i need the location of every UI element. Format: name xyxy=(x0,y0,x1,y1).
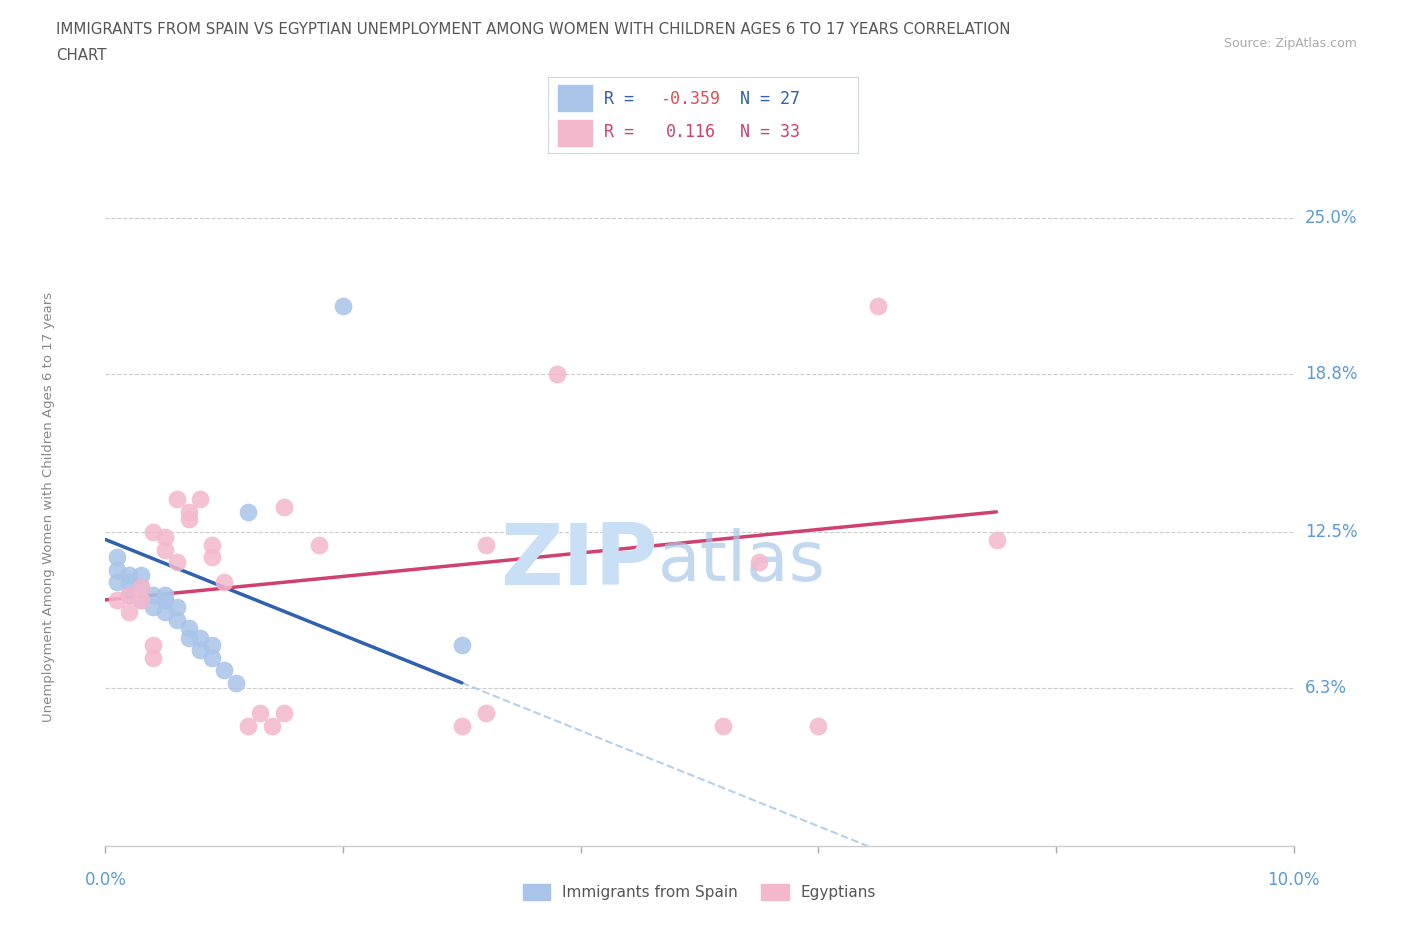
Point xyxy=(142,600,165,615)
Point xyxy=(166,600,188,615)
Point xyxy=(866,299,889,313)
Text: Source: ZipAtlas.com: Source: ZipAtlas.com xyxy=(1223,37,1357,50)
Point xyxy=(332,299,354,313)
Text: 6.3%: 6.3% xyxy=(1305,679,1347,697)
Legend: Immigrants from Spain, Egyptians: Immigrants from Spain, Egyptians xyxy=(516,878,883,907)
Bar xyxy=(558,120,592,146)
Point xyxy=(105,592,128,607)
Point xyxy=(260,718,283,733)
Text: CHART: CHART xyxy=(56,48,107,63)
Point xyxy=(129,567,152,582)
Text: 12.5%: 12.5% xyxy=(1305,523,1357,541)
Text: ZIP: ZIP xyxy=(501,520,658,603)
Text: R =: R = xyxy=(605,89,644,108)
Text: 0.0%: 0.0% xyxy=(84,871,127,889)
Point xyxy=(153,588,176,603)
Point xyxy=(118,567,141,582)
Point xyxy=(807,718,830,733)
Point xyxy=(308,538,330,552)
Point xyxy=(105,550,128,565)
Text: 25.0%: 25.0% xyxy=(1305,208,1357,227)
Point xyxy=(236,718,259,733)
Point xyxy=(142,588,165,603)
Text: -0.359: -0.359 xyxy=(659,89,720,108)
Text: atlas: atlas xyxy=(658,527,825,594)
Point xyxy=(129,592,152,607)
Text: Unemployment Among Women with Children Ages 6 to 17 years: Unemployment Among Women with Children A… xyxy=(42,292,55,722)
Point xyxy=(450,638,472,653)
Point xyxy=(177,631,200,645)
Point xyxy=(142,650,165,665)
Point xyxy=(166,554,188,569)
Point xyxy=(105,563,128,578)
Point xyxy=(177,620,200,635)
Point xyxy=(474,538,496,552)
Point xyxy=(166,613,188,628)
Point xyxy=(748,554,770,569)
Text: N = 27: N = 27 xyxy=(740,89,800,108)
Point xyxy=(129,580,152,595)
Point xyxy=(214,663,236,678)
Point xyxy=(546,366,568,381)
Text: 10.0%: 10.0% xyxy=(1267,871,1320,889)
Point xyxy=(201,638,224,653)
Point xyxy=(118,575,141,590)
Point xyxy=(190,643,212,658)
Point xyxy=(249,706,271,721)
Point xyxy=(105,575,128,590)
Point xyxy=(118,588,141,603)
Point xyxy=(166,492,188,507)
Text: R =: R = xyxy=(605,123,654,141)
Point xyxy=(142,638,165,653)
Point xyxy=(711,718,734,733)
Point xyxy=(118,588,141,603)
Text: 0.116: 0.116 xyxy=(666,123,716,141)
Point xyxy=(190,631,212,645)
Point xyxy=(273,706,295,721)
Point xyxy=(225,675,247,690)
Point xyxy=(450,718,472,733)
Point xyxy=(190,492,212,507)
Point xyxy=(153,592,176,607)
Point xyxy=(201,650,224,665)
Text: N = 33: N = 33 xyxy=(740,123,800,141)
Bar xyxy=(558,85,592,111)
Point xyxy=(474,706,496,721)
Point xyxy=(214,575,236,590)
Point xyxy=(129,580,152,595)
Point xyxy=(153,529,176,544)
Point xyxy=(236,504,259,519)
Point xyxy=(129,592,152,607)
Text: 18.8%: 18.8% xyxy=(1305,365,1357,382)
Point xyxy=(201,538,224,552)
Point xyxy=(118,605,141,620)
Point xyxy=(986,532,1008,547)
Point xyxy=(153,605,176,620)
Point xyxy=(142,525,165,539)
Text: IMMIGRANTS FROM SPAIN VS EGYPTIAN UNEMPLOYMENT AMONG WOMEN WITH CHILDREN AGES 6 : IMMIGRANTS FROM SPAIN VS EGYPTIAN UNEMPL… xyxy=(56,22,1011,37)
Point xyxy=(177,512,200,527)
Point xyxy=(177,504,200,519)
Point xyxy=(201,550,224,565)
Point xyxy=(273,499,295,514)
Point xyxy=(153,542,176,557)
